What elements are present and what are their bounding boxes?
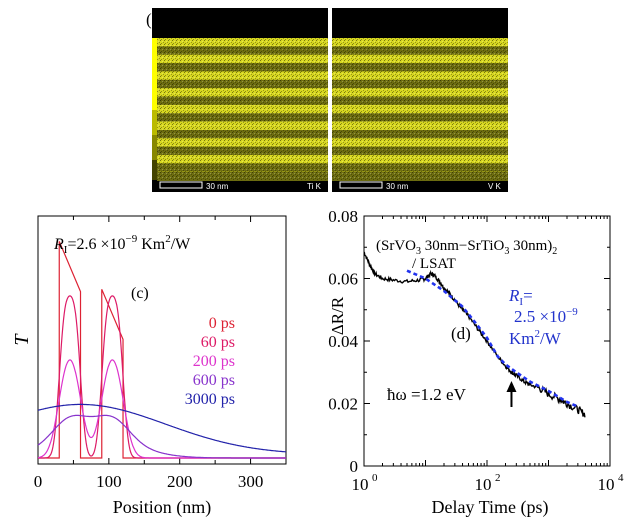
y-tick-label: 0 [350, 457, 359, 476]
curve-600-ps [37, 414, 286, 459]
panel-b-label: (b) [336, 10, 356, 29]
legend-0-ps: 0 ps [209, 315, 235, 332]
panel-d-arrow [506, 381, 517, 407]
x-tick-exponent: 2 [495, 472, 501, 484]
y-tick-label: 0.02 [328, 395, 358, 414]
x-tick-label: 10 [598, 475, 615, 494]
panel-c-annotation: RI=2.6 ×10−9 Km2/W [53, 233, 191, 256]
panel-b-scalebar [339, 181, 383, 189]
panel-d-fit-annotation-l2: 2.5 ×10−9 [514, 306, 578, 326]
legend-3000-ps: 3000 ps [185, 391, 235, 408]
x-tick-label: 10 [352, 475, 369, 494]
panel-b-scalebar-label: 30 nm [386, 182, 409, 191]
x-tick-label: 100 [96, 472, 122, 491]
panel-d-curves [363, 251, 586, 418]
panel-c-ylabel: T [11, 333, 33, 346]
x-tick-label: 10 [475, 475, 492, 494]
panel-b-element-label: V K [488, 182, 502, 191]
panel-c-frame [37, 215, 287, 465]
curve-0-ps [38, 241, 286, 459]
y-tick-label: 0.04 [328, 332, 358, 351]
panel-c-chart: 0 100 200 300 RI=2.6 ×10−9 Km2/W (c) 0 ps 60… [11, 215, 287, 518]
curve-60-ps [38, 295, 286, 459]
panel-a-scalebar [159, 181, 203, 189]
panel-a-element-label: Ti K [307, 182, 322, 191]
panel-d-title: (SrVO3 30nm−SrTiO3 30nm)2 [376, 238, 557, 257]
panel-a-colorbar [152, 38, 157, 180]
arrow-head [506, 381, 517, 392]
y-tick-label: 0.08 [328, 207, 358, 226]
panel-d-photon-energy: ħω =1.2 eV [387, 385, 467, 404]
panel-d-subtitle: / LSAT [412, 256, 456, 272]
panel-a-scalebar-label: 30 nm [206, 182, 229, 191]
curve-200-ps [37, 359, 286, 459]
panel-a-label: (a) [146, 10, 165, 29]
panel-d-xlabel: Delay Time (ps) [432, 497, 549, 518]
x-tick-label: 0 [34, 472, 43, 491]
panel-a-eds-map: (a) 30 nm Ti K [146, 8, 328, 192]
curve-3000-ps [37, 403, 286, 453]
panel-d-ylabel: ΔR/R [328, 296, 347, 335]
y-tick-label: 0.06 [328, 270, 358, 289]
x-tick-label: 200 [167, 472, 193, 491]
fit-curve [406, 269, 579, 408]
x-tick-exponent: 4 [618, 472, 624, 484]
legend-200-ps: 200 ps [193, 353, 235, 370]
x-tick-exponent: 0 [372, 472, 378, 484]
panel-c-ticks: 0 100 200 300 [34, 216, 264, 491]
legend-600-ps: 600 ps [193, 372, 235, 389]
panel-b-eds-map: (b) 30 nm V K [332, 8, 508, 192]
panel-c-xlabel: Position (nm) [113, 497, 212, 518]
panel-d-label: (d) [451, 324, 471, 343]
panel-c-label: (c) [131, 285, 149, 302]
panel-d-fit-annotation-l3: Km2/W [509, 328, 562, 348]
panel-c-curves [37, 241, 286, 459]
legend-60-ps: 60 ps [201, 334, 235, 351]
panel-d-fit-annotation-l1: RI= [508, 286, 533, 308]
panel-c-legend: 0 ps 60 ps 200 ps 600 ps 3000 ps [185, 315, 235, 408]
x-tick-label: 300 [238, 472, 264, 491]
